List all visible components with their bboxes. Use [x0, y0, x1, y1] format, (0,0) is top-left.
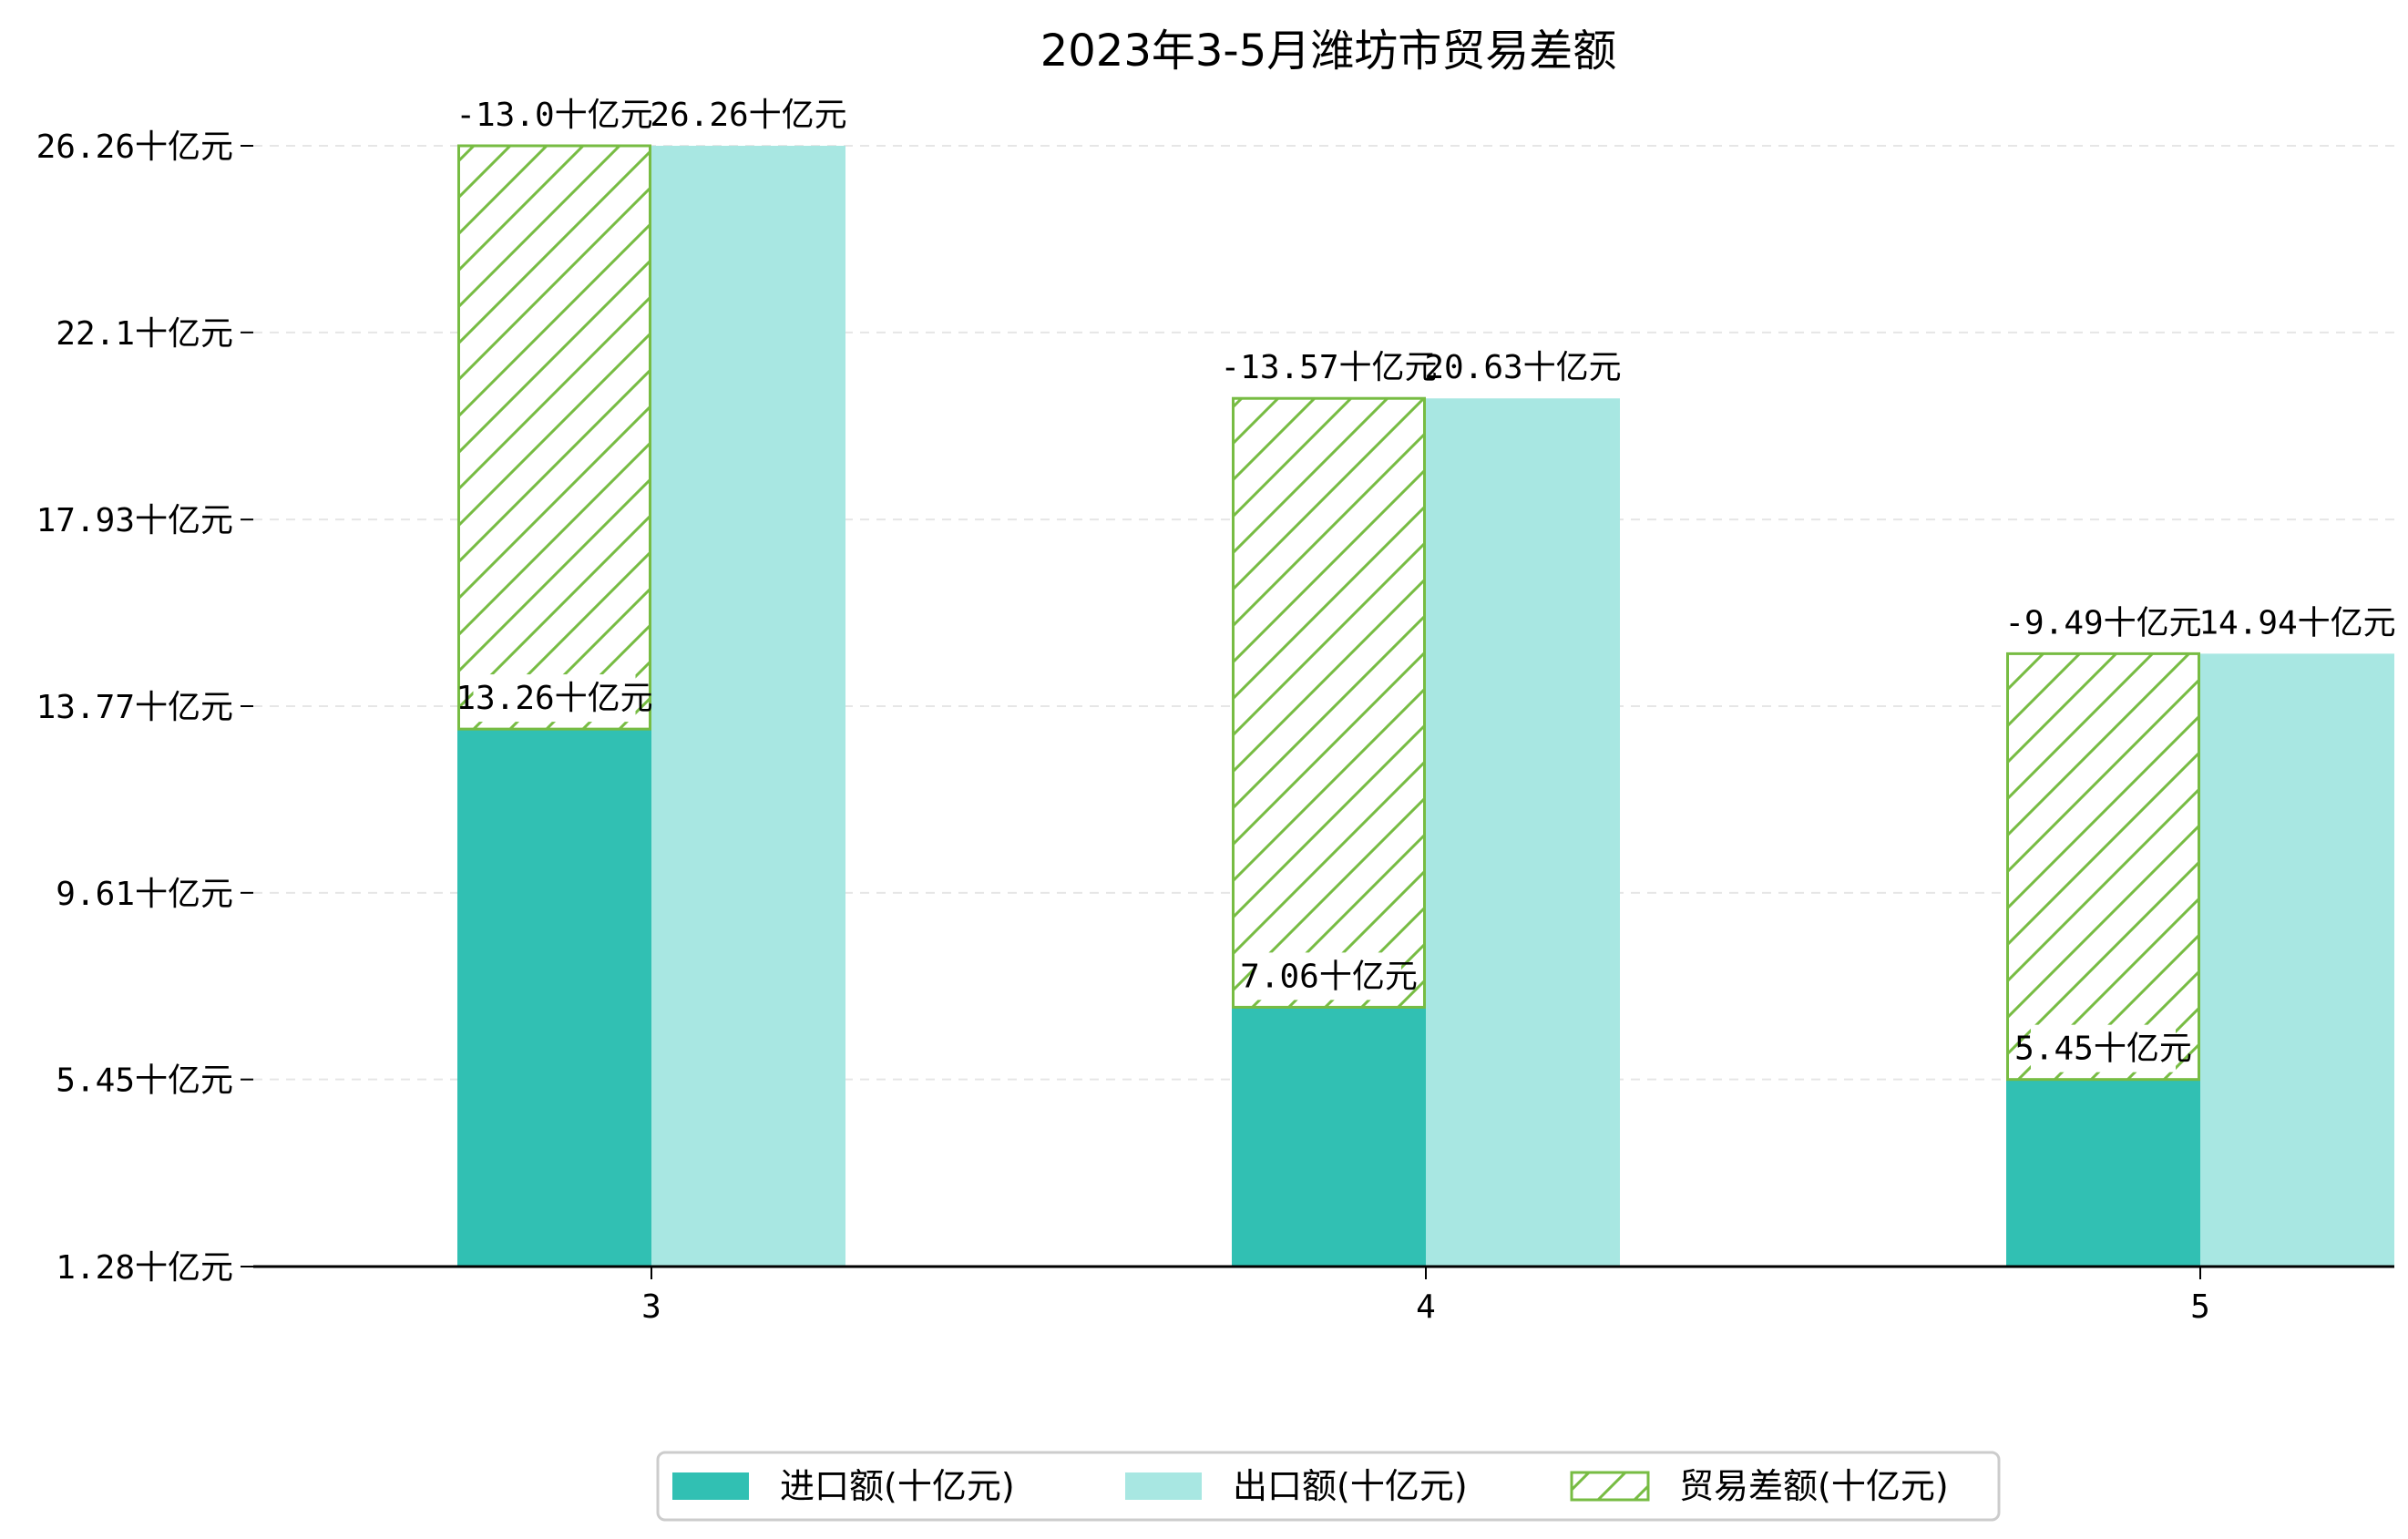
data-label-text: 14.94十亿元	[2198, 604, 2395, 641]
data-label-background	[1441, 344, 1604, 392]
legend-label: 贸易差额(十亿元)	[1679, 1466, 1949, 1506]
data-label-text: -13.57十亿元	[1220, 349, 1437, 386]
data-label-text: -13.0十亿元	[456, 97, 652, 134]
legend-label: 进口额(十亿元)	[780, 1466, 1015, 1506]
y-tick-label: 22.1十亿元	[56, 315, 233, 353]
data-label-import: 5.45十亿元	[2014, 1024, 2192, 1072]
data-label-text: 5.45十亿元	[2014, 1031, 2192, 1068]
legend-item: 贸易差额(十亿元)	[1570, 1466, 1949, 1506]
chart-title: 2023年3-5月潍坊市贸易差额	[1040, 26, 1617, 77]
legend-item: 出口额(十亿元)	[1125, 1466, 1468, 1506]
data-label-text: 20.63十亿元	[1424, 349, 1621, 386]
bar-import	[1232, 1007, 1426, 1267]
data-label-text: -9.49十亿元	[2004, 604, 2201, 641]
bar-export	[651, 146, 845, 1267]
legend-item: 进口额(十亿元)	[672, 1466, 1015, 1506]
y-tick-label: 17.93十亿元	[36, 502, 233, 539]
data-label-export: 14.94十亿元	[2198, 599, 2396, 647]
bars	[457, 144, 2394, 1267]
data-labels: 26.26十亿元-13.0十亿元 13.26十亿元 20.63十亿元-13.57十亿…	[456, 91, 2396, 1072]
y-tick-label: 13.77十亿元	[36, 689, 233, 726]
data-label-background	[2216, 599, 2379, 647]
legend-swatch	[1125, 1472, 1202, 1500]
data-label-import: 7.06十亿元	[1240, 952, 1418, 1000]
data-label-trade-balance: -13.0十亿元	[456, 91, 653, 139]
bar-import	[2006, 1079, 2200, 1267]
data-label-background	[1239, 344, 1419, 392]
bar-import	[457, 729, 651, 1267]
data-label-trade-balance: -13.57十亿元	[1220, 344, 1438, 392]
y-tick-label: 26.26十亿元	[36, 128, 233, 166]
y-axis: 1.28十亿元 5.45十亿元 9.61十亿元 13.77十亿元 17.93十亿元 22.…	[36, 128, 253, 1287]
x-axis: 3 4 5	[253, 1265, 2394, 1326]
x-tick-label: 3	[641, 1288, 661, 1326]
legend-frame	[656, 1451, 2001, 1522]
data-label-trade-balance: -9.49十亿元	[2004, 599, 2202, 647]
legend-label: 出口额(十亿元)	[1233, 1466, 1468, 1506]
data-label-export: 20.63十亿元	[1424, 344, 1622, 392]
x-tick-label: 4	[1416, 1288, 1436, 1326]
legend-swatch	[1570, 1471, 1650, 1502]
data-label-text: 26.26十亿元	[650, 97, 846, 134]
y-tick-label: 1.28十亿元	[56, 1249, 233, 1287]
y-tick-label: 9.61十亿元	[56, 876, 233, 913]
data-label-text: 13.26十亿元	[456, 680, 652, 717]
data-label-background	[473, 91, 636, 139]
bar-trade-balance	[1232, 396, 1426, 1009]
bar-export	[1426, 398, 1620, 1267]
y-tick-label: 5.45十亿元	[56, 1062, 233, 1100]
legend: 进口额(十亿元) 出口额(十亿元) 贸易差额(十亿元)	[656, 1451, 2001, 1522]
bar-export	[2200, 653, 2394, 1267]
data-label-import: 13.26十亿元	[456, 674, 653, 723]
legend-swatch	[672, 1472, 749, 1500]
x-tick-label: 5	[2190, 1288, 2210, 1326]
data-label-background	[473, 674, 636, 723]
data-label-export: 26.26十亿元	[650, 91, 847, 139]
data-label-background	[2022, 599, 2185, 647]
data-label-background	[1256, 952, 1401, 1000]
bar-trade-balance	[457, 144, 651, 731]
data-label-background	[667, 91, 830, 139]
bar-trade-balance	[2006, 652, 2200, 1082]
data-label-text: 7.06十亿元	[1240, 958, 1418, 995]
data-label-background	[2031, 1024, 2176, 1072]
